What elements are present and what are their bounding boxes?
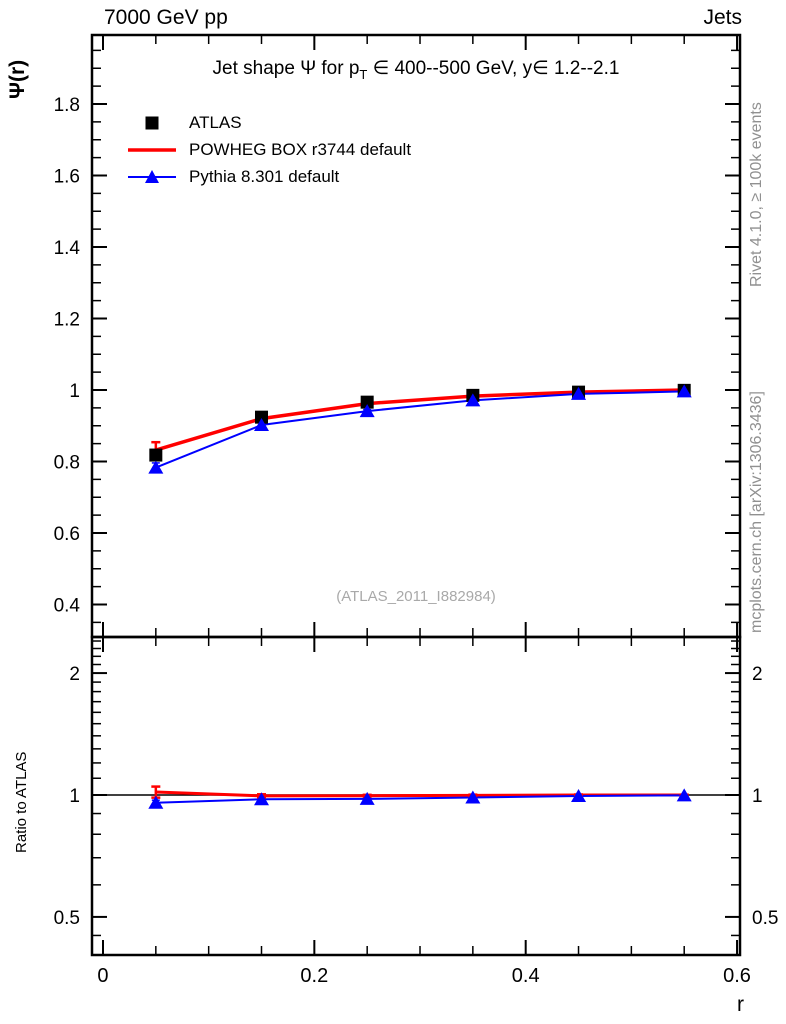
legend-label-atlas: ATLAS [189,112,242,132]
xtick-label: 0.4 [512,965,540,987]
main-ytick-label: 1.2 [54,310,80,331]
ratio-ytick-label-right: 0.5 [752,908,778,929]
legend: ATLAS POWHEG BOX r3744 default Pythia 8.… [126,109,411,190]
powheg-line-marker-icon [128,147,176,152]
legend-label-pythia: Pythia 8.301 default [189,166,340,186]
plot-title-pre: Jet shape Ψ for p [212,58,360,79]
main-ytick-label: 0.6 [54,524,80,545]
xtick-label: 0 [97,965,108,987]
atlas-square-marker-icon [145,116,159,129]
analysis-id-watermark: (ATLAS_2011_I882984) [336,588,496,605]
main-ytick-label: 1.8 [54,95,80,116]
legend-item-atlas: ATLAS [126,109,411,136]
xtick-label: 0.6 [723,965,751,987]
axis-ticks [92,35,740,955]
series-lines [155,388,685,804]
ratio-ytick-label-left: 2 [69,664,80,685]
plot-title-subscript: T [359,66,368,82]
pythia-triangle-marker-icon [128,169,176,183]
main-ytick-label: 1 [69,381,80,402]
axis-tick-labels: 0.4 0.6 0.8 1 1.2 1.4 1.6 1.8 0.5 0.5 1 1 2 2 0 0.2 0.4 0… [54,95,779,987]
main-ytick-label: 1.4 [54,238,81,259]
legend-item-pythia: Pythia 8.301 default [126,163,411,190]
ratio-ytick-label-left: 0.5 [54,908,80,929]
plot-title-post: ∈ 400--500 GeV, y∈ 1.2--2.1 [367,58,620,79]
ratio-ytick-label-left: 1 [69,786,80,807]
ratio-ytick-label-right: 1 [752,786,763,807]
main-ytick-label: 0.4 [54,596,81,617]
ratio-panel-frame [90,635,742,957]
legend-item-powheg: POWHEG BOX r3744 default [126,136,411,163]
plot-title: Jet shape Ψ for pT ∈ 400--500 GeV, y∈ 1.… [92,57,740,82]
panel-frames [90,33,742,957]
beam-title: 7000 GeV pp [104,6,228,29]
legend-label-powheg: POWHEG BOX r3744 default [189,139,412,159]
xtick-label: 0.2 [300,965,328,987]
ratio-ytick-label-right: 2 [752,664,763,685]
main-ytick-label: 1.6 [54,167,80,188]
series-markers [148,383,692,809]
x-axis-label: r [737,993,744,1016]
analysis-group-title: Jets [703,6,742,29]
main-ytick-label: 0.8 [54,453,80,474]
